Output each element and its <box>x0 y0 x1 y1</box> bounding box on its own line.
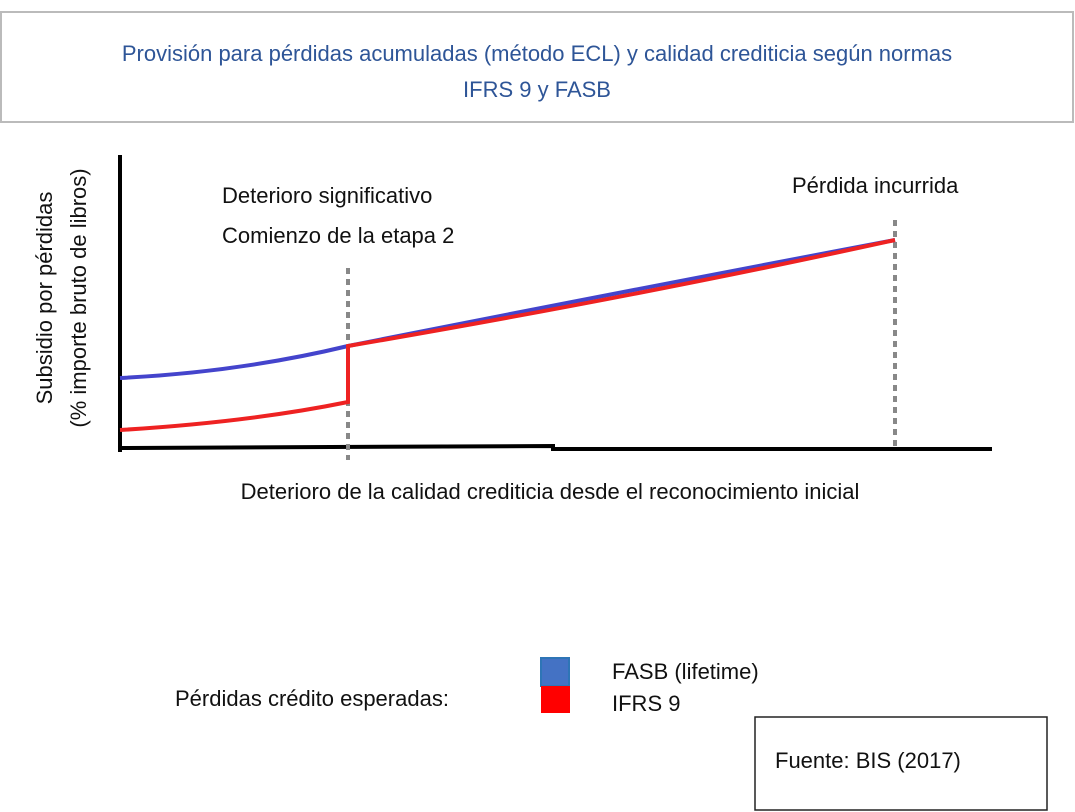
legend-label: FASB (lifetime) <box>612 659 759 684</box>
title-box <box>0 11 1074 123</box>
y-axis-label: (% importe bruto de libros) <box>66 168 91 427</box>
legend-swatch <box>540 657 570 687</box>
legend-heading: Pérdidas crédito esperadas: <box>175 686 449 711</box>
annotation: Pérdida incurrida <box>792 173 959 198</box>
x-axis-label: Deterioro de la calidad crediticia desde… <box>241 479 860 504</box>
title-line: IFRS 9 y FASB <box>463 77 611 102</box>
annotation: Comienzo de la etapa 2 <box>222 223 454 248</box>
title-line: Provisión para pérdidas acumuladas (méto… <box>122 41 952 66</box>
source: Fuente: BIS (2017) <box>775 748 961 773</box>
annotation: Deterioro significativo <box>222 183 432 208</box>
legend-swatch <box>541 686 570 713</box>
y-axis-label: Subsidio por pérdidas <box>32 192 57 405</box>
fasb-curve <box>119 238 896 380</box>
legend-label: IFRS 9 <box>612 691 680 716</box>
source-box <box>754 716 1048 811</box>
ifrs9-curve <box>119 238 896 432</box>
x-axis <box>117 443 992 451</box>
